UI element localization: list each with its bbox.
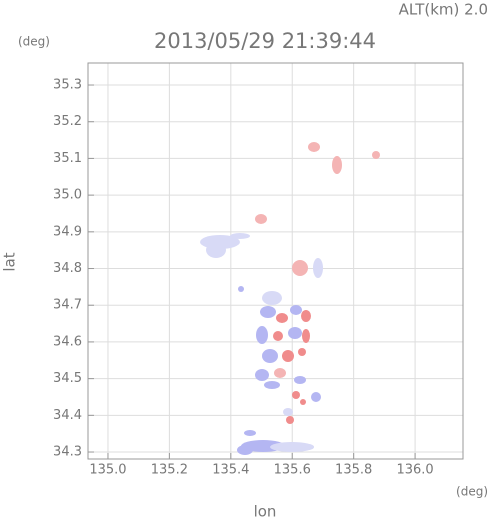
x-unit: (deg) <box>456 485 488 499</box>
x-tick-label: 135.8 <box>335 463 372 478</box>
y-tick-label: 34.4 <box>53 408 82 423</box>
y-tick-label: 34.6 <box>53 334 82 349</box>
y-tick-label: 35.3 <box>53 78 82 93</box>
x-tick-label: 135.6 <box>274 463 311 478</box>
x-axis-title: lon <box>254 503 277 521</box>
x-tick-label: 135.4 <box>212 463 249 478</box>
y-tick-label: 35.0 <box>53 188 82 203</box>
chart-title: 2013/05/29 21:39:44 <box>154 29 376 53</box>
x-tick-label: 135.0 <box>89 463 126 478</box>
x-tick-label: 136.0 <box>396 463 433 478</box>
y-axis-title: lat <box>1 252 19 271</box>
y-tick-label: 34.5 <box>53 371 82 386</box>
plot-frame <box>87 62 464 460</box>
y-tick-label: 34.9 <box>53 224 82 239</box>
y-tick-label: 35.2 <box>53 114 82 129</box>
y-tick-label: 34.7 <box>53 298 82 313</box>
echo-field <box>200 142 380 455</box>
x-tick-label: 135.2 <box>151 463 188 478</box>
y-unit: (deg) <box>18 35 50 49</box>
altitude-label: ALT(km) 2.0 <box>399 1 488 19</box>
y-tick-label: 34.3 <box>53 445 82 460</box>
y-tick-label: 34.8 <box>53 261 82 276</box>
y-tick-label: 35.1 <box>53 151 82 166</box>
grid-layer <box>88 63 463 459</box>
